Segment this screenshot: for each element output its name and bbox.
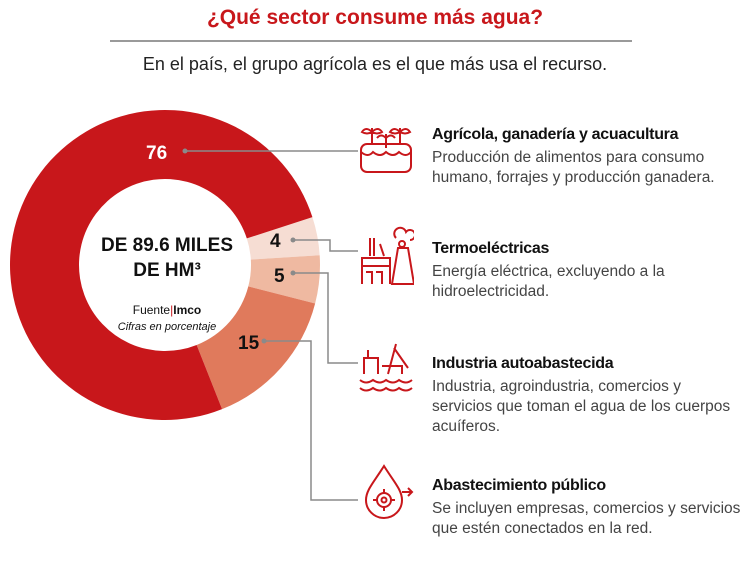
- source-label: Fuente: [133, 303, 171, 317]
- legend-item-agricola: Agrícola, ganadería y acuacultura Produc…: [432, 126, 742, 188]
- svg-text:Fuente|Imco: Fuente|Imco: [133, 303, 202, 317]
- title-divider: [110, 40, 632, 42]
- legend-title: Abastecimiento público: [432, 477, 606, 494]
- leader-line-industria: [293, 272, 358, 364]
- legend-desc: Energía eléctrica, excluyendo a la hidro…: [432, 263, 665, 300]
- donut-slice-76: [9, 110, 313, 421]
- legend-desc: Producción de alimentos para consumo hum…: [432, 149, 715, 186]
- leader-dot: [290, 270, 296, 276]
- center-note: Cifras en porcentaje: [118, 321, 216, 333]
- legend-item-publico: Abastecimiento público Se incluyen empre…: [432, 477, 742, 539]
- leader-dot: [182, 148, 188, 154]
- data-label-5: 5: [274, 266, 285, 287]
- source-name: Imco: [173, 303, 201, 317]
- data-label-4: 4: [270, 231, 281, 252]
- legend-desc: Se incluyen empresas, comercios y servic…: [432, 500, 741, 537]
- legend-title: Termoeléctricas: [432, 240, 550, 257]
- legend-item-industria: Industria autoabastecida Industria, agro…: [432, 355, 742, 437]
- donut-slice-15: [196, 286, 316, 410]
- leader-dot: [261, 338, 267, 344]
- leader-line-termo: [293, 239, 358, 252]
- industry-water-icon: [359, 343, 413, 392]
- center-line-1: DE 89.6 MILES: [101, 235, 233, 256]
- plants-icon: [360, 128, 412, 173]
- legend-item-termoelectricas: Termoeléctricas Energía eléctrica, exclu…: [432, 240, 742, 302]
- data-label-76: 76: [146, 143, 167, 164]
- legend-desc: Industria, agroindustria, comercios y se…: [432, 378, 731, 435]
- legend-title: Industria autoabastecida: [432, 355, 614, 372]
- donut-slice-5: [248, 255, 321, 304]
- subtitle: En el país, el grupo agrícola es el que …: [142, 54, 608, 74]
- data-label-15: 15: [238, 333, 260, 354]
- donut-slice-4: [246, 217, 320, 260]
- water-drop-gear-icon: [364, 464, 414, 519]
- leader-line-publico: [264, 340, 358, 501]
- power-plant-icon: [361, 226, 414, 285]
- page-title: ¿Qué sector consume más agua?: [206, 6, 544, 29]
- leader-dot: [290, 237, 296, 243]
- legend-title: Agrícola, ganadería y acuacultura: [432, 126, 679, 143]
- center-line-2: DE HM³: [133, 260, 201, 281]
